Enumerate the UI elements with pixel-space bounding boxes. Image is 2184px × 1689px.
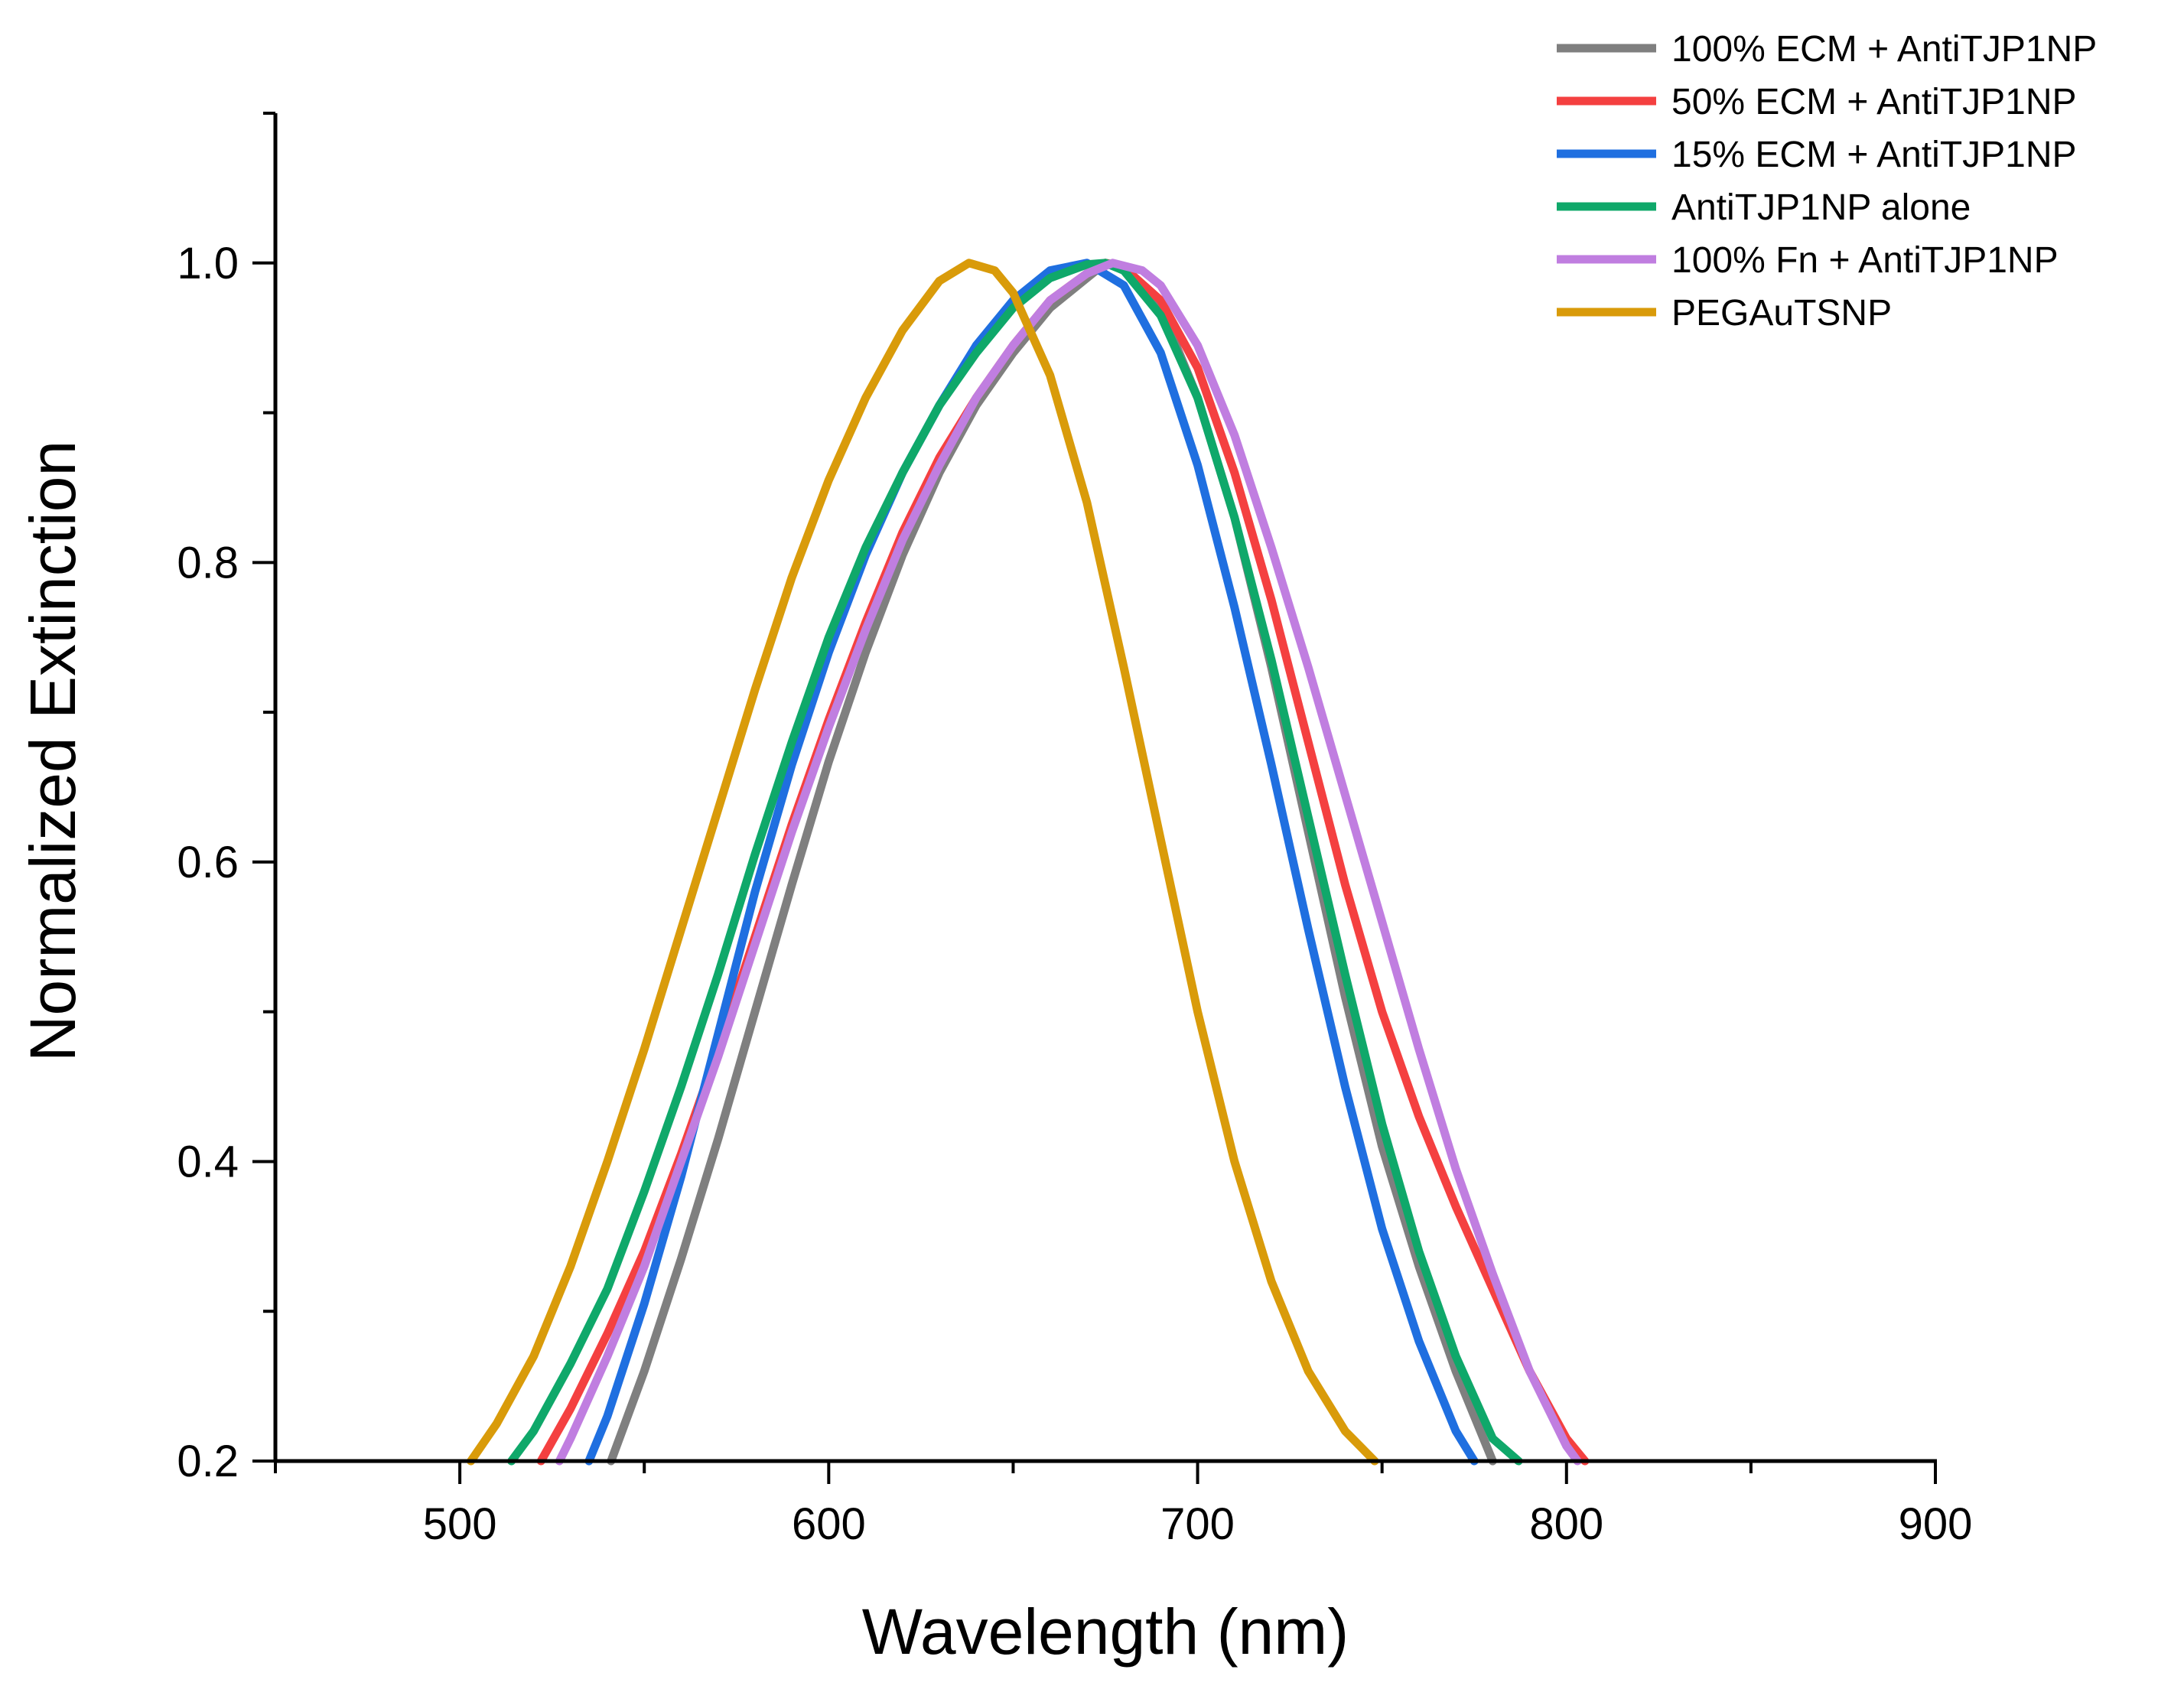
x-tick-label: 700 (1160, 1499, 1235, 1549)
x-tick-label: 800 (1529, 1499, 1603, 1549)
y-tick-label: 0.6 (177, 838, 239, 887)
series-line-1 (607, 259, 1497, 1466)
x-axis-title: Wavelength (nm) (862, 1596, 1349, 1668)
series-line-4 (507, 259, 1523, 1466)
legend-label-3: 15% ECM + AntiTJP1NP (1671, 135, 2077, 175)
legend-label-4: AntiTJP1NP alone (1671, 187, 1971, 228)
axes (273, 113, 1937, 1463)
legend-label-5: 100% Fn + AntiTJP1NP (1671, 240, 2059, 281)
y-tick-label: 1.0 (177, 239, 239, 288)
legend-label-6: PEGAuTSNP (1671, 293, 1892, 334)
x-tick-label: 500 (423, 1499, 497, 1549)
y-ticks: 0.2 0.4 0.6 0.8 1.0 (177, 112, 275, 1486)
y-tick-label: 0.2 (177, 1437, 239, 1486)
legend-label-1: 100% ECM + AntiTJP1NP (1671, 29, 2097, 70)
y-axis-title: Normalized Extinction (17, 441, 89, 1062)
y-tick-label: 0.8 (177, 538, 239, 587)
legend-label-2: 50% ECM + AntiTJP1NP (1671, 82, 2077, 122)
series-line-6 (467, 259, 1379, 1466)
series-line-3 (584, 259, 1479, 1466)
series-line-5 (555, 259, 1582, 1466)
legend: 100% ECM + AntiTJP1NP 50% ECM + AntiTJP1N… (1557, 29, 2097, 334)
x-tick-label: 900 (1899, 1499, 1973, 1549)
y-tick-label: 0.4 (177, 1137, 239, 1186)
plot-lines (467, 259, 1590, 1466)
x-tick-label: 600 (792, 1499, 866, 1549)
x-ticks: 500 600 700 800 900 (274, 1461, 1973, 1549)
